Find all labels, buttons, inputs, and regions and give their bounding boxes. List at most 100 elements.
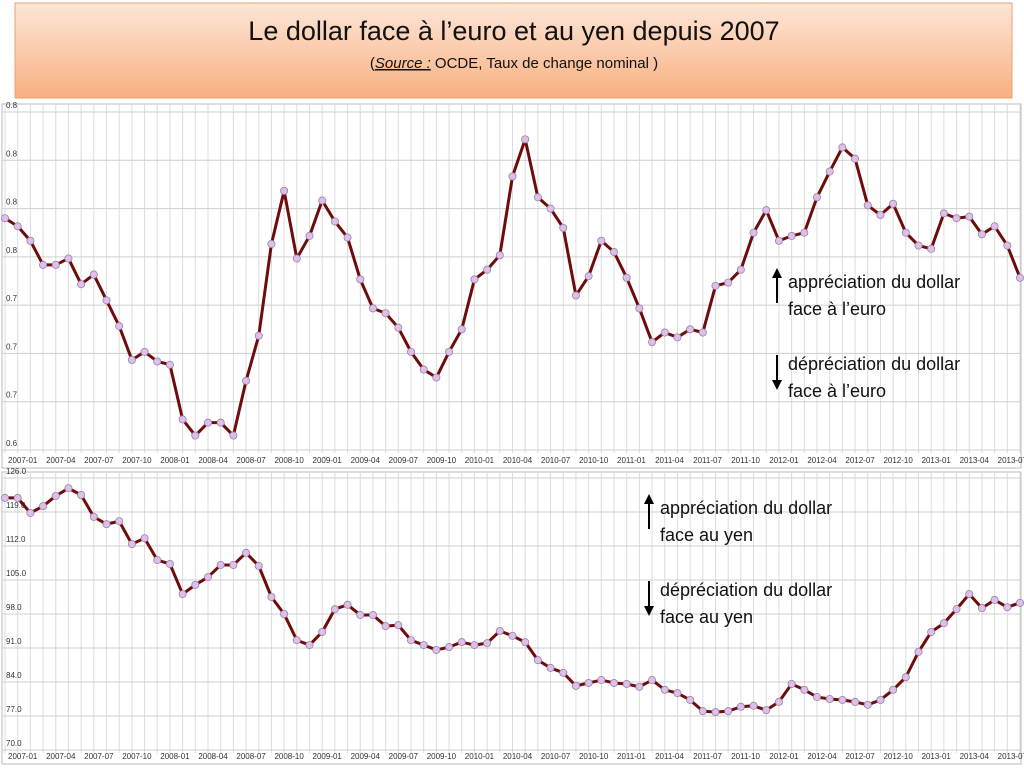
data-point — [39, 260, 48, 269]
x-tick-label: 2012-07 — [845, 752, 875, 761]
x-tick-label: 2009-04 — [351, 456, 381, 465]
data-point — [825, 695, 834, 704]
data-point — [89, 512, 98, 521]
data-point — [394, 621, 403, 630]
x-tick-label: 2009-01 — [313, 456, 343, 465]
data-point — [406, 636, 415, 645]
data-point — [965, 590, 974, 599]
data-point — [445, 347, 454, 356]
data-point — [64, 254, 73, 263]
y-tick-label: 0.8 — [6, 198, 18, 207]
data-point — [571, 681, 580, 690]
data-point — [584, 678, 593, 687]
data-point — [559, 668, 568, 677]
data-point — [419, 365, 428, 374]
data-point — [1003, 603, 1012, 612]
data-point — [356, 610, 365, 619]
data-point — [851, 697, 860, 706]
data-point — [648, 676, 657, 685]
data-point — [203, 418, 212, 427]
data-point — [51, 260, 60, 269]
x-tick-label: 2009-07 — [389, 752, 419, 761]
data-point — [26, 508, 35, 517]
data-point — [952, 214, 961, 223]
data-point — [724, 707, 733, 716]
y-tick-label: 112.0 — [6, 535, 26, 544]
y-tick-label: 70.0 — [6, 739, 22, 748]
data-point — [254, 331, 263, 340]
y-tick-label: 0.7 — [6, 342, 18, 351]
data-point — [610, 248, 619, 257]
subtitle: (Source : OCDE, Taux de change nominal ) — [370, 55, 658, 72]
data-point — [774, 236, 783, 245]
data-point — [394, 323, 403, 332]
x-tick-label: 2011-07 — [693, 456, 722, 465]
data-point — [356, 275, 365, 284]
data-point — [813, 693, 822, 702]
data-point — [698, 328, 707, 337]
x-tick-label: 2007-07 — [84, 752, 114, 761]
data-point — [470, 641, 479, 650]
data-point — [622, 679, 631, 688]
data-point — [381, 622, 390, 631]
data-point — [597, 676, 606, 685]
x-tick-label: 2011-10 — [731, 456, 760, 465]
data-point — [1, 214, 9, 223]
data-point — [787, 231, 796, 240]
data-point — [178, 415, 187, 424]
data-point — [115, 517, 124, 526]
data-point — [39, 502, 48, 511]
data-point — [990, 595, 999, 604]
data-point — [533, 656, 542, 665]
data-point — [77, 280, 86, 289]
data-point — [495, 627, 504, 636]
subtitle-part: OCDE, Taux de change nominal ) — [431, 55, 658, 72]
data-point — [89, 270, 98, 279]
y-tick-label: 84.0 — [6, 671, 22, 680]
data-point — [483, 639, 492, 648]
x-tick-label: 2008-07 — [236, 752, 266, 761]
x-tick-label: 2011-04 — [655, 456, 684, 465]
data-point — [533, 193, 542, 202]
data-point — [876, 695, 885, 704]
x-tick-label: 2013-04 — [960, 456, 990, 465]
data-point — [749, 701, 758, 710]
data-point — [863, 201, 872, 210]
data-point — [901, 673, 910, 682]
data-point — [1016, 598, 1024, 607]
data-point — [610, 678, 619, 687]
data-point — [889, 685, 898, 694]
data-point — [495, 251, 504, 260]
data-point — [648, 338, 657, 347]
data-point — [305, 231, 314, 240]
data-point — [914, 241, 923, 250]
data-point — [698, 707, 707, 716]
annotation-text: appréciation du dollar — [660, 498, 832, 518]
data-point — [774, 697, 783, 706]
annotation-text: dépréciation du dollar — [788, 354, 960, 374]
data-point — [343, 233, 352, 242]
y-tick-label: 0.7 — [6, 391, 18, 400]
x-tick-label: 2010-04 — [503, 752, 533, 761]
data-point — [483, 265, 492, 274]
x-tick-label: 2012-04 — [807, 752, 837, 761]
data-point — [838, 143, 847, 152]
data-point — [635, 682, 644, 691]
x-tick-label: 2013-07 — [998, 752, 1024, 761]
data-point — [140, 534, 149, 543]
x-tick-label: 2008-04 — [198, 752, 228, 761]
data-point — [825, 167, 834, 176]
data-point — [457, 325, 466, 334]
x-tick-label: 2007-10 — [122, 752, 152, 761]
data-point — [990, 222, 999, 231]
x-tick-label: 2009-04 — [351, 752, 381, 761]
data-point — [419, 641, 428, 650]
data-point — [546, 663, 555, 672]
x-tick-label: 2010-07 — [541, 456, 571, 465]
data-point — [254, 561, 263, 570]
data-point — [521, 135, 530, 144]
annotation-text: face au yen — [660, 525, 753, 545]
y-tick-label: 0.8 — [6, 149, 18, 158]
x-tick-label: 2008-01 — [160, 456, 190, 465]
x-tick-label: 2007-10 — [122, 456, 152, 465]
